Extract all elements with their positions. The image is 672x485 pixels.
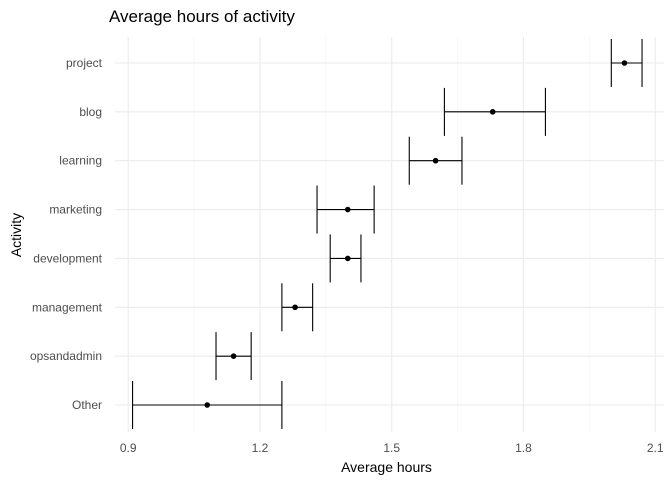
y-tick-label: project [66, 56, 103, 70]
data-point [432, 157, 439, 164]
x-tick-label: 1.2 [252, 441, 269, 455]
grid-layer [115, 37, 664, 432]
data-point [230, 353, 237, 359]
data-point [344, 206, 351, 213]
y-tick-label: learning [59, 154, 102, 168]
y-axis-title: Activity [8, 213, 24, 257]
y-tick-labels: project blog learning marketing development m… [30, 56, 103, 412]
x-tick-label: 1.8 [515, 441, 532, 455]
chart-title: Average hours of activity [109, 7, 295, 26]
y-tick-label: opsandadmin [30, 349, 102, 363]
y-tick-label: development [33, 251, 102, 265]
errorbar-layer [132, 39, 643, 429]
point-layer [204, 60, 628, 408]
data-point [204, 402, 211, 408]
y-tick-label: marketing [49, 203, 102, 217]
data-point [489, 109, 496, 115]
x-tick-label: 0.9 [120, 441, 137, 455]
data-point [292, 304, 298, 311]
y-tick-label: blog [79, 105, 102, 119]
data-point [344, 255, 351, 262]
data-point [621, 60, 628, 66]
y-tick-label: management [32, 300, 103, 314]
x-tick-labels: 0.9 1.2 1.5 1.8 2.1 [120, 441, 664, 455]
x-tick-label: 2.1 [647, 441, 664, 455]
x-axis-title: Average hours [341, 459, 432, 475]
x-tick-label: 1.5 [383, 441, 400, 455]
y-tick-label: Other [72, 398, 102, 412]
